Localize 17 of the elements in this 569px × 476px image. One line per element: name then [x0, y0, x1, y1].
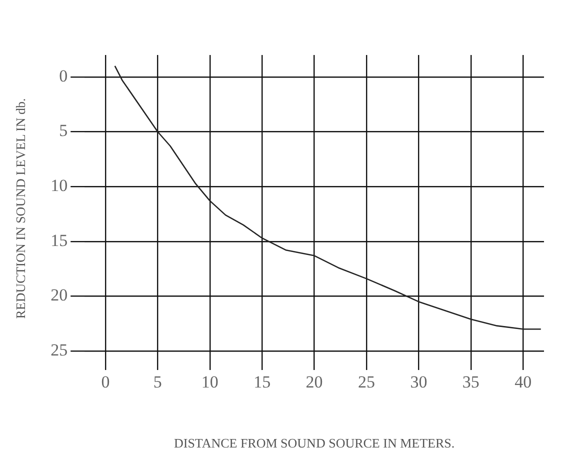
y-tick-label: 20 [50, 286, 68, 305]
x-axis-title: DISTANCE FROM SOUND SOURCE IN METERS. [174, 436, 455, 451]
x-tick-label: 20 [306, 372, 323, 392]
x-tick-label: 35 [462, 372, 480, 392]
x-tick-label: 10 [201, 372, 218, 392]
y-tick-label: 0 [59, 66, 68, 86]
y-axis-title: REDUCTION IN SOUND LEVEL IN db. [13, 98, 28, 319]
x-tick-label: 15 [254, 372, 271, 392]
x-tick-label: 40 [514, 372, 532, 392]
y-tick-label: 10 [50, 176, 68, 196]
x-tick-label: 5 [153, 372, 162, 392]
y-tick-label: 5 [59, 121, 68, 140]
x-tick-label: 0 [101, 372, 110, 392]
y-tick-label: 25 [50, 340, 68, 360]
x-tick-label: 30 [410, 372, 428, 392]
x-tick-label: 25 [358, 372, 376, 392]
y-tick-label: 15 [50, 230, 68, 250]
